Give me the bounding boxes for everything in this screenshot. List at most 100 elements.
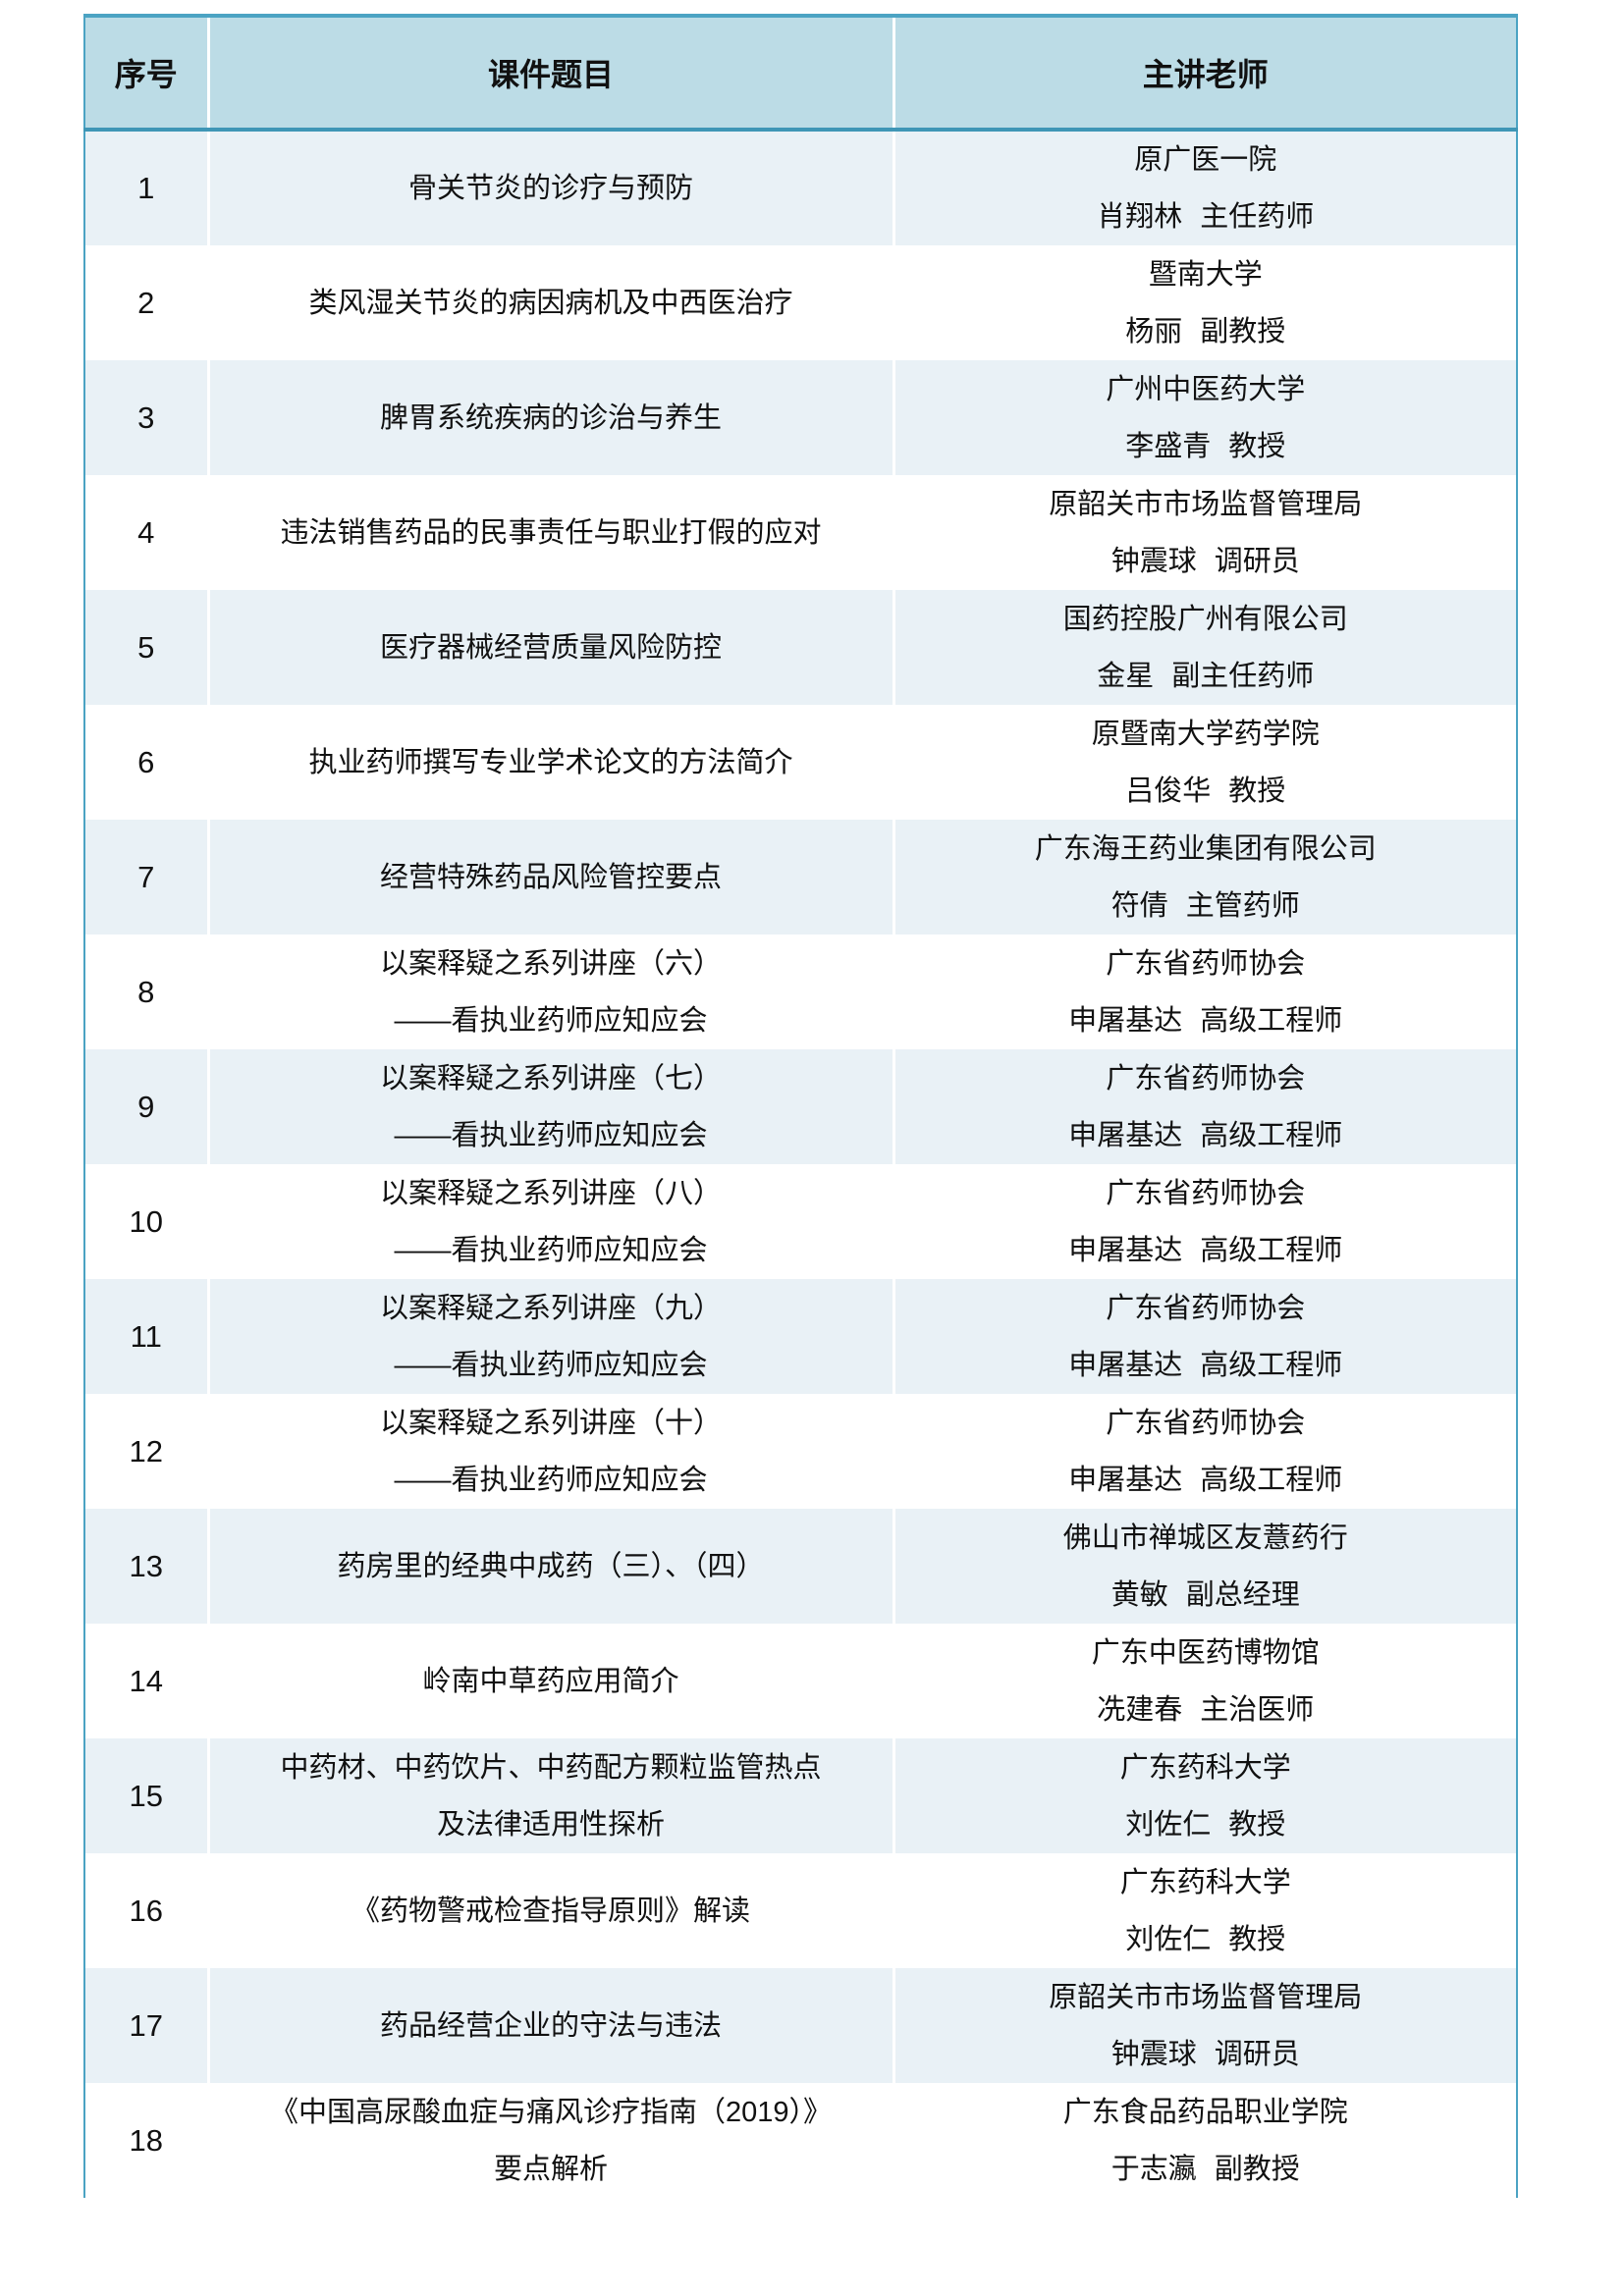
header-cell-teacher: 主讲老师	[892, 14, 1518, 132]
row-number-cell: 6	[83, 705, 208, 820]
row-number-cell: 18	[83, 2083, 208, 2198]
cell-line: 以案释疑之系列讲座（六）	[379, 947, 722, 980]
course-title-cell: 以案释疑之系列讲座（七） ——看执业药师应知应会	[206, 1049, 893, 1164]
lecturer-cell: 广东药科大学 刘佐仁 教授	[892, 1738, 1518, 1853]
cell-line: 刘佐仁 教授	[1125, 1923, 1286, 1955]
course-title-cell: 医疗器械经营质量风险防控	[206, 590, 893, 705]
row-number-cell: 4	[83, 475, 208, 590]
row-number-cell: 3	[83, 360, 208, 475]
course-title-cell: 以案释疑之系列讲座（八） ——看执业药师应知应会	[206, 1164, 893, 1279]
row-number-cell: 1	[83, 130, 208, 245]
lecturer-cell: 广东药科大学 刘佐仁 教授	[892, 1853, 1518, 1968]
cell-line: 钟震球 调研员	[1110, 2038, 1300, 2070]
row-number-cell: 16	[83, 1853, 208, 1968]
lecturer-cell: 广东省药师协会申屠基达 高级工程师	[892, 1164, 1518, 1279]
lecturer-cell: 原广医一院 肖翔林 主任药师	[892, 130, 1518, 245]
cell-line: 广东中医药博物馆	[1091, 1636, 1320, 1669]
course-title-cell: 执业药师撰写专业学术论文的方法简介	[206, 705, 893, 820]
cell-line: 广东省药师协会	[1106, 1292, 1306, 1324]
table-row: 3 脾胃系统疾病的诊治与养生 广州中医药大学 李盛青 教授	[83, 360, 1518, 475]
course-title-cell: 以案释疑之系列讲座（九） ——看执业药师应知应会	[206, 1279, 893, 1394]
lecturer-cell: 广东省药师协会申屠基达 高级工程师	[892, 1049, 1518, 1164]
cell-line: 广东食品药品职业学院	[1062, 2096, 1348, 2128]
course-title-cell: 岭南中草药应用简介	[206, 1624, 893, 1738]
cell-line: 类风湿关节炎的病因病机及中西医治疗	[308, 287, 793, 319]
cell-line: 广东省药师协会	[1106, 1062, 1306, 1095]
cell-line: 原广医一院	[1134, 144, 1277, 176]
cell-line: 钟震球 调研员	[1110, 545, 1300, 577]
table-row: 13 药房里的经典中成药（三）、（四） 佛山市禅城区友薏药行 黄敏 副总经理	[83, 1509, 1518, 1624]
course-table: 序号 课件题目 主讲老师 1 骨关节炎的诊疗与预防 原广医一院 肖翔林 主任药师 …	[83, 14, 1518, 2198]
table-row: 11 以案释疑之系列讲座（九） ——看执业药师应知应会 广东省药师协会申屠基达 高…	[83, 1279, 1518, 1394]
cell-line: 《中国高尿酸血症与痛风诊疗指南（2019）》	[269, 2096, 832, 2128]
row-number-cell: 2	[83, 245, 208, 360]
cell-line: 申屠基达 高级工程师	[1068, 1004, 1343, 1037]
cell-line: 原韶关市市场监督管理局	[1049, 488, 1363, 520]
course-title-cell: 经营特殊药品风险管控要点	[206, 820, 893, 934]
lecturer-cell: 广东中医药博物馆 冼建春 主治医师	[892, 1624, 1518, 1738]
cell-line: 经营特殊药品风险管控要点	[379, 861, 722, 893]
course-title-cell: 违法销售药品的民事责任与职业打假的应对	[206, 475, 893, 590]
table-row: 18 《中国高尿酸血症与痛风诊疗指南（2019）》 要点解析 广东食品药品职业学院…	[83, 2083, 1518, 2198]
header-cell-title: 课件题目	[206, 14, 893, 132]
cell-line: 申屠基达 高级工程师	[1068, 1119, 1343, 1151]
lecturer-cell: 国药控股广州有限公司 金星 副主任药师	[892, 590, 1518, 705]
cell-line: 申屠基达 高级工程师	[1068, 1234, 1343, 1266]
cell-line: 申屠基达 高级工程师	[1068, 1349, 1343, 1381]
row-number-cell: 13	[83, 1509, 208, 1624]
lecturer-cell: 佛山市禅城区友薏药行 黄敏 副总经理	[892, 1509, 1518, 1624]
row-number-cell: 8	[83, 934, 208, 1049]
table-row: 7 经营特殊药品风险管控要点 广东海王药业集团有限公司 符倩 主管药师	[83, 820, 1518, 934]
cell-line: 金星 副主任药师	[1097, 660, 1315, 692]
table-row: 6 执业药师撰写专业学术论文的方法简介 原暨南大学药学院 吕俊华 教授	[83, 705, 1518, 820]
cell-line: 原暨南大学药学院	[1091, 718, 1320, 750]
cell-line: 要点解析	[493, 2153, 608, 2185]
row-number-cell: 14	[83, 1624, 208, 1738]
table-row: 9 以案释疑之系列讲座（七） ——看执业药师应知应会 广东省药师协会 申屠基达 高级…	[83, 1049, 1518, 1164]
cell-line: 广东省药师协会	[1106, 1177, 1306, 1209]
cell-line: 广东省药师协会	[1106, 1407, 1306, 1439]
table-row: 15 中药材、中药饮片、中药配方颗粒监管热点 及法律适用性探析 广东药科大学 刘佐仁…	[83, 1738, 1518, 1853]
cell-line: 广东药科大学	[1119, 1866, 1291, 1898]
lecturer-cell: 广东省药师协会 申屠基达 高级工程师	[892, 1394, 1518, 1509]
course-title-cell: 以案释疑之系列讲座（六） ——看执业药师应知应会	[206, 934, 893, 1049]
cell-line: ——看执业药师应知应会	[394, 1349, 708, 1381]
cell-line: 医疗器械经营质量风险防控	[379, 631, 722, 664]
row-number-cell: 10	[83, 1164, 208, 1279]
course-title-cell: 以案释疑之系列讲座（十） ——看执业药师应知应会	[206, 1394, 893, 1509]
course-title-cell: 中药材、中药饮片、中药配方颗粒监管热点 及法律适用性探析	[206, 1738, 893, 1853]
table-row: 10 以案释疑之系列讲座（八） ——看执业药师应知应会 广东省药师协会申屠基达 高…	[83, 1164, 1518, 1279]
cell-line: 违法销售药品的民事责任与职业打假的应对	[280, 516, 822, 549]
cell-line: 及法律适用性探析	[436, 1808, 665, 1841]
table-row: 12 以案释疑之系列讲座（十） ——看执业药师应知应会 广东省药师协会 申屠基达 高…	[83, 1394, 1518, 1509]
cell-line: 杨丽 副教授	[1125, 315, 1286, 347]
cell-line: 药品经营企业的守法与违法	[379, 2009, 722, 2042]
table-row: 2 类风湿关节炎的病因病机及中西医治疗 暨南大学 杨丽 副教授	[83, 245, 1518, 360]
cell-line: 黄敏 副总经理	[1110, 1578, 1300, 1611]
cell-line: 以案释疑之系列讲座（八）	[379, 1177, 722, 1209]
lecturer-cell: 暨南大学 杨丽 副教授	[892, 245, 1518, 360]
table-row: 8 以案释疑之系列讲座（六） ——看执业药师应知应会 广东省药师协会申屠基达 高级…	[83, 934, 1518, 1049]
lecturer-cell: 原暨南大学药学院 吕俊华 教授	[892, 705, 1518, 820]
course-title-cell: 类风湿关节炎的病因病机及中西医治疗	[206, 245, 893, 360]
cell-line: 《药物警戒检查指导原则》解读	[351, 1895, 750, 1927]
cell-line: 药房里的经典中成药（三）、（四）	[337, 1550, 765, 1582]
cell-line: 广州中医药大学	[1106, 373, 1306, 405]
course-title-cell: 《中国高尿酸血症与痛风诊疗指南（2019）》 要点解析	[206, 2083, 893, 2198]
row-number-cell: 11	[83, 1279, 208, 1394]
table-row: 14 岭南中草药应用简介 广东中医药博物馆 冼建春 主治医师	[83, 1624, 1518, 1738]
cell-line: 符倩 主管药师	[1110, 889, 1300, 922]
cell-line: ——看执业药师应知应会	[394, 1234, 708, 1266]
cell-line: 岭南中草药应用简介	[422, 1665, 679, 1697]
cell-line: 以案释疑之系列讲座（七）	[379, 1062, 722, 1095]
cell-line: 执业药师撰写专业学术论文的方法简介	[308, 746, 793, 778]
cell-line: 刘佐仁 教授	[1125, 1808, 1286, 1841]
course-title-cell: 药品经营企业的守法与违法	[206, 1968, 893, 2083]
cell-line: 广东省药师协会	[1106, 947, 1306, 980]
cell-line: ——看执业药师应知应会	[394, 1119, 708, 1151]
cell-line: 吕俊华 教授	[1125, 774, 1286, 807]
row-number-cell: 7	[83, 820, 208, 934]
course-title-cell: 骨关节炎的诊疗与预防	[206, 130, 893, 245]
lecturer-cell: 广东省药师协会申屠基达 高级工程师	[892, 934, 1518, 1049]
table-row: 4 违法销售药品的民事责任与职业打假的应对 原韶关市市场监督管理局 钟震球 调研员	[83, 475, 1518, 590]
